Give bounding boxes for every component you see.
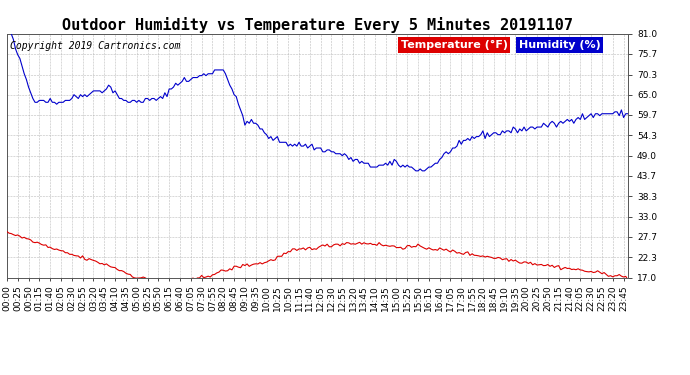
Text: Temperature (°F): Temperature (°F) (400, 40, 508, 50)
Text: Humidity (%): Humidity (%) (519, 40, 600, 50)
Title: Outdoor Humidity vs Temperature Every 5 Minutes 20191107: Outdoor Humidity vs Temperature Every 5 … (62, 16, 573, 33)
Text: Copyright 2019 Cartronics.com: Copyright 2019 Cartronics.com (10, 41, 180, 51)
